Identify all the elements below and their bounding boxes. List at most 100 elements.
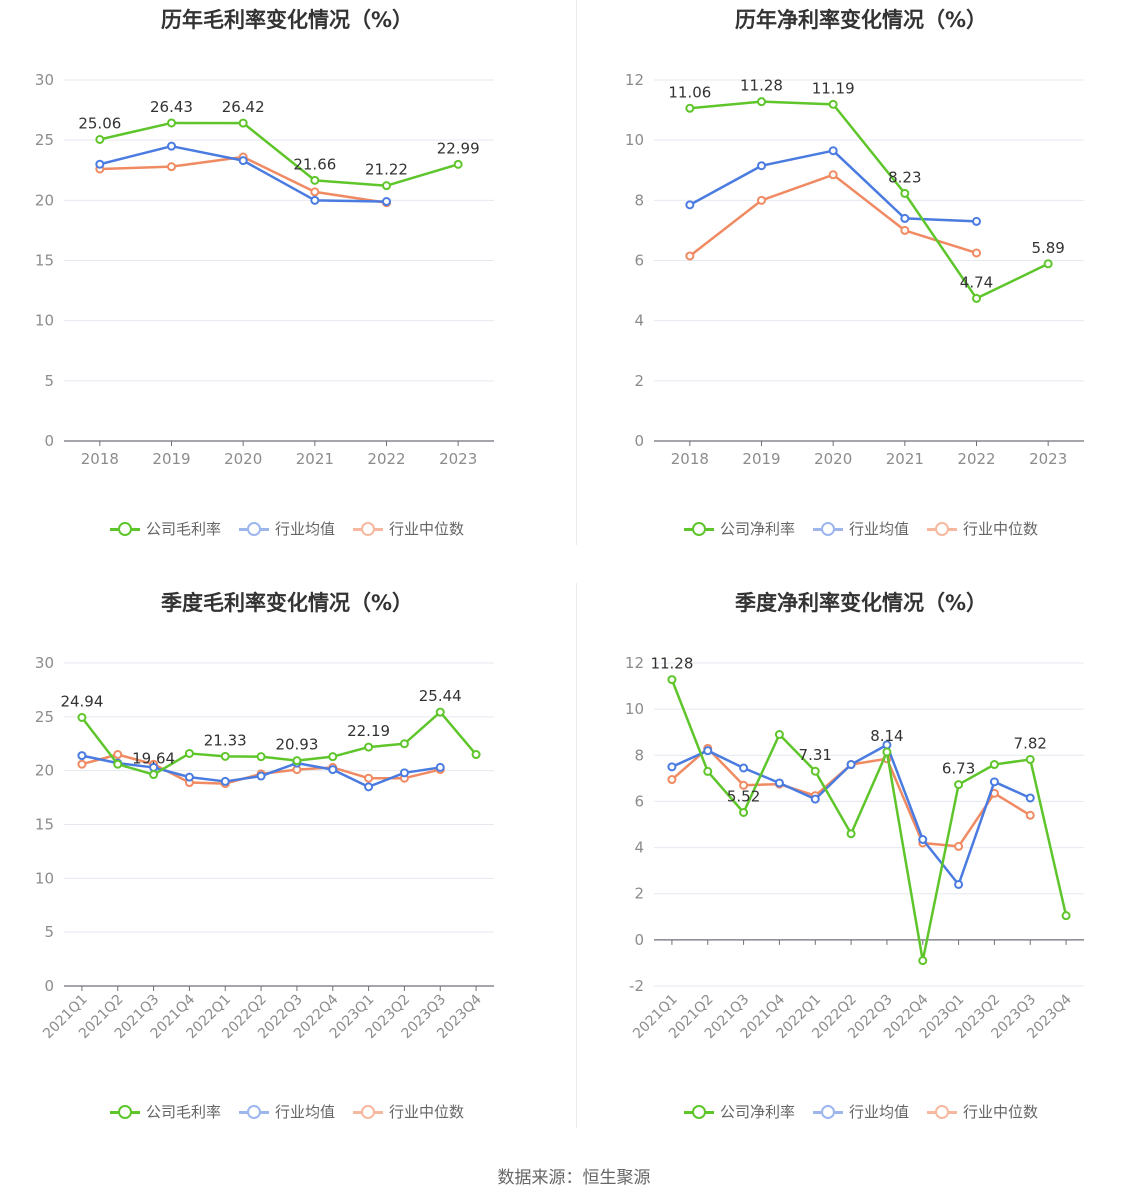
data-point — [757, 195, 766, 205]
y-tick-label: 8 — [634, 746, 644, 764]
x-tick-label: 2022 — [367, 450, 405, 468]
data-point — [167, 118, 176, 128]
data-point — [1061, 911, 1071, 921]
chart-legend[interactable]: 公司毛利率 行业均值 行业中位数 — [0, 1101, 574, 1122]
data-point — [310, 195, 320, 205]
legend-item-industry-median[interactable]: 行业中位数 — [927, 518, 1038, 539]
legend-item-industry-avg[interactable]: 行业均值 — [812, 1101, 909, 1122]
data-label: 11.28 — [650, 655, 693, 673]
y-tick-label: 10 — [35, 312, 54, 330]
data-point — [382, 181, 391, 191]
legend-line-icon — [683, 521, 714, 536]
data-point — [972, 248, 981, 258]
data-point — [703, 746, 713, 756]
legend-item-company[interactable]: 公司净利率 — [683, 1101, 795, 1122]
data-label: 5.52 — [727, 788, 760, 806]
data-point — [310, 175, 320, 185]
y-tick-label: 12 — [625, 71, 644, 89]
data-point — [256, 771, 266, 781]
data-point — [846, 829, 856, 839]
y-tick-label: 15 — [35, 816, 54, 834]
data-point — [989, 777, 999, 787]
legend-label: 行业中位数 — [389, 520, 465, 538]
data-point — [900, 213, 910, 223]
data-point — [828, 99, 838, 109]
data-point — [774, 730, 784, 740]
y-tick-label: 12 — [625, 654, 644, 672]
x-tick-label: 2023 — [1029, 450, 1067, 468]
data-label: 6.73 — [942, 760, 975, 778]
data-point — [1025, 793, 1035, 803]
data-point — [399, 768, 409, 778]
data-point — [954, 879, 964, 889]
chart-legend[interactable]: 公司毛利率 行业均值 行业中位数 — [0, 518, 574, 539]
chart-legend[interactable]: 公司净利率 行业均值 行业中位数 — [574, 1101, 1148, 1122]
series-line — [99, 121, 459, 187]
legend-item-company[interactable]: 公司净利率 — [683, 518, 795, 539]
data-point — [739, 763, 749, 773]
quarterly-net-margin-chart: -20246810122021Q12021Q22021Q32021Q42022Q… — [625, 654, 1084, 1042]
y-tick-label: -2 — [629, 977, 644, 995]
y-tick-label: 4 — [634, 312, 644, 330]
data-label: 4.74 — [960, 273, 993, 291]
legend-item-industry-avg[interactable]: 行业均值 — [238, 518, 335, 539]
data-label: 7.82 — [1014, 734, 1047, 752]
data-point — [972, 293, 981, 303]
data-label: 21.33 — [204, 731, 247, 749]
legend-item-company[interactable]: 公司毛利率 — [109, 518, 221, 539]
data-point — [757, 161, 766, 171]
data-point — [364, 782, 374, 792]
data-point — [167, 162, 176, 172]
data-label: 24.94 — [60, 692, 103, 710]
legend-line-icon — [927, 521, 957, 536]
legend-item-industry-avg[interactable]: 行业均值 — [812, 518, 909, 539]
data-point — [435, 762, 445, 772]
y-tick-label: 10 — [625, 700, 644, 718]
data-point — [810, 766, 820, 776]
y-tick-label: 25 — [35, 708, 54, 726]
data-label: 8.23 — [888, 168, 921, 186]
data-point — [685, 200, 695, 210]
legend-item-company[interactable]: 公司毛利率 — [109, 1101, 221, 1122]
y-tick-label: 10 — [35, 869, 54, 887]
y-tick-label: 30 — [35, 71, 54, 89]
data-point — [774, 778, 784, 788]
annual-gross-margin-chart: 0 5 10 15 20 25 30 2018 2019 2020 2021 2022 2023 25.0… — [35, 71, 494, 468]
data-point — [95, 159, 105, 169]
data-point — [882, 747, 892, 757]
data-source-note: 数据来源：恒生聚源 — [497, 1168, 651, 1188]
data-point — [667, 762, 677, 772]
chart-legend[interactable]: 公司净利率 行业均值 行业中位数 — [574, 518, 1148, 539]
legend-item-industry-median[interactable]: 行业中位数 — [353, 518, 464, 539]
legend-item-industry-median[interactable]: 行业中位数 — [353, 1101, 464, 1122]
data-label: 21.22 — [365, 161, 408, 179]
data-point — [238, 118, 248, 128]
data-point — [328, 765, 338, 775]
quarterly-gross-margin-chart: 0510152025302021Q12021Q22021Q32021Q42022… — [35, 654, 494, 1042]
legend-label: 行业均值 — [848, 520, 909, 538]
y-tick-label: 5 — [44, 372, 54, 390]
data-point — [685, 251, 695, 261]
y-tick-label: 0 — [634, 432, 644, 450]
data-label: 20.93 — [275, 736, 318, 754]
legend-line-icon — [812, 521, 843, 536]
legend-label: 公司净利率 — [719, 1103, 795, 1121]
legend-item-industry-avg[interactable]: 行业均值 — [238, 1101, 335, 1122]
y-tick-label: 8 — [634, 191, 644, 209]
legend-label: 公司净利率 — [719, 520, 795, 538]
x-tick-label: 2018 — [81, 450, 119, 468]
data-point — [149, 770, 159, 780]
data-label: 7.31 — [799, 746, 832, 764]
data-point — [685, 103, 695, 113]
data-point — [954, 841, 964, 851]
data-label: 8.14 — [870, 727, 903, 745]
data-point — [810, 794, 820, 804]
data-point — [292, 756, 302, 766]
y-tick-label: 5 — [44, 923, 54, 941]
data-point — [184, 772, 194, 782]
y-tick-label: 0 — [44, 977, 54, 995]
legend-item-industry-median[interactable]: 行业中位数 — [927, 1101, 1038, 1122]
legend-label: 行业均值 — [274, 1103, 335, 1121]
data-point — [667, 775, 677, 785]
x-tick-label: 2020 — [224, 450, 262, 468]
